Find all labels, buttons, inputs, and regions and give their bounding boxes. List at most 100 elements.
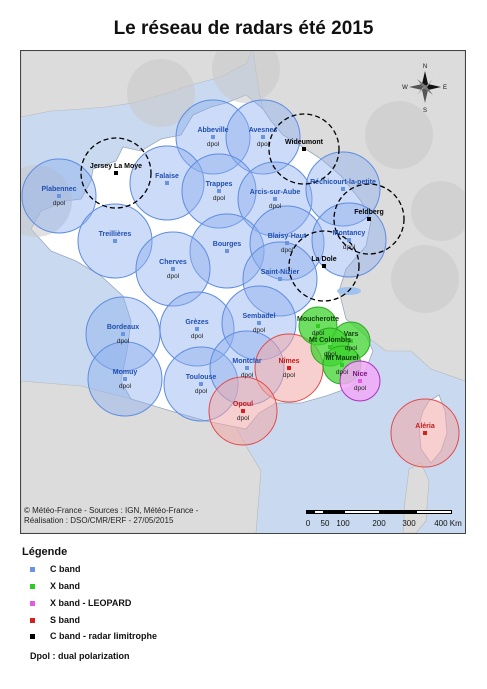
radar-marker-mt-maurel bbox=[340, 363, 344, 367]
radar-label-bordeaux: Bordeaux bbox=[107, 324, 139, 331]
radar-label-la-dole: La Dole bbox=[311, 256, 336, 263]
radar-label-sembadel: Sembadel bbox=[242, 313, 275, 320]
radar-label-abbeville: Abbeville bbox=[197, 127, 228, 134]
radar-label-treilli-res: Treillières bbox=[99, 231, 132, 238]
radar-label-falaise: Falaise bbox=[155, 173, 179, 180]
radar-label-bourges: Bourges bbox=[213, 241, 242, 248]
radar-sub-plabennec: dpol bbox=[53, 200, 66, 207]
radar-label-wideumont: Wideumont bbox=[285, 139, 324, 146]
radar-marker-al-ria bbox=[423, 431, 427, 435]
radar-label-n-mes: Nîmes bbox=[278, 358, 299, 365]
scale-seg-4 bbox=[344, 510, 380, 514]
legend-label: X band - LEOPARD bbox=[50, 598, 132, 608]
compass-n: N bbox=[423, 64, 427, 70]
radar-sub-sembadel: dpol bbox=[253, 327, 266, 334]
radar-marker-arcis-sur-aube bbox=[273, 197, 277, 201]
radar-marker-n-mes bbox=[287, 366, 291, 370]
radar-marker-treilli-res bbox=[113, 239, 117, 243]
radar-label-arcis-sur-aube: Arcis-sur-Aube bbox=[250, 189, 301, 196]
legend-item-x-band: X band bbox=[30, 581, 80, 591]
radar-label-blaisy-haut: Blaisy-Haut bbox=[268, 233, 307, 240]
radar-marker-r-chicourt-la-petite bbox=[341, 187, 345, 191]
radar-marker-bourges bbox=[225, 249, 229, 253]
legend-note: Dpol : dual polarization bbox=[30, 651, 130, 661]
radar-sub-toulouse: dpol bbox=[195, 388, 208, 395]
legend-item-s-band: S band bbox=[30, 615, 80, 625]
radar-label-trappes: Trappes bbox=[206, 181, 233, 188]
legend-item-limitrophe: C band - radar limitrophe bbox=[30, 631, 157, 641]
radar-label-mt-colombis: Mt Colombis bbox=[309, 337, 351, 344]
scale-seg-1 bbox=[306, 510, 314, 514]
radar-marker-moucherotte bbox=[316, 324, 320, 328]
scale-seg-2 bbox=[314, 510, 324, 514]
radar-label-moucherotte: Moucherotte bbox=[297, 316, 339, 323]
radar-sub-gr-zes: dpol bbox=[191, 333, 204, 340]
radar-label-momuy: Momuy bbox=[113, 369, 138, 376]
radar-marker-opoul bbox=[241, 409, 245, 413]
compass-e: E bbox=[443, 85, 447, 91]
radar-marker-toulouse bbox=[199, 382, 203, 386]
radar-label-cherves: Cherves bbox=[159, 259, 187, 266]
coverage-wideumont bbox=[268, 113, 340, 185]
coverage-jersey-la-moye bbox=[80, 137, 152, 209]
radar-marker-abbeville bbox=[211, 135, 215, 139]
legend-label: C band bbox=[50, 564, 81, 574]
credit-line-2: Réalisation : DSO/CMR/ERF - 27/05/2015 bbox=[24, 516, 174, 525]
radar-label-al-ria: Aléria bbox=[415, 423, 435, 430]
scale-tick-300: 300 bbox=[402, 519, 416, 528]
map-credit: © Météo-France - Sources : IGN, Météo-Fr… bbox=[24, 506, 198, 526]
radar-map: Abbeville dpol Avesnes dpol Falaise Plabennec… bbox=[20, 50, 466, 534]
scale-seg-5 bbox=[380, 510, 416, 514]
radar-label-vars: Vars bbox=[344, 331, 359, 338]
radar-sub-vars: dpol bbox=[345, 345, 358, 352]
radar-label-avesnes: Avesnes bbox=[249, 127, 278, 134]
map-title: Le réseau de radars été 2015 bbox=[113, 18, 374, 39]
radar-sub-blaisy-haut: dpol bbox=[281, 247, 294, 254]
radar-sub-mt-maurel: dpol bbox=[336, 369, 349, 376]
radar-marker-saint-nizier bbox=[278, 277, 282, 281]
radar-sub-montclar: dpol bbox=[241, 372, 254, 379]
radar-label-feldberg: Feldberg bbox=[354, 209, 384, 216]
radar-sub-trappes: dpol bbox=[213, 195, 226, 202]
coverage-la-dole bbox=[288, 230, 360, 302]
radar-marker-sembadel bbox=[257, 321, 261, 325]
radar-sub-avesnes: dpol bbox=[257, 141, 270, 148]
radar-label-montancy: Montancy bbox=[333, 230, 366, 237]
coverage-feldberg bbox=[333, 183, 405, 255]
map-svg: Abbeville dpol Avesnes dpol Falaise Plabennec… bbox=[21, 51, 465, 533]
radar-marker-nice bbox=[358, 379, 362, 383]
radar-sub-n-mes: dpol bbox=[283, 372, 296, 379]
radar-label-nice: Nice bbox=[353, 371, 368, 378]
legend-swatch bbox=[30, 634, 35, 640]
scale-tick-100: 100 bbox=[336, 519, 350, 528]
radar-label-plabennec: Plabennec bbox=[41, 186, 76, 193]
legend-item-x-leopard: X band - LEOPARD bbox=[30, 598, 131, 608]
radar-label-mt-maurel: Mt Maurel bbox=[326, 355, 359, 362]
radar-marker-bordeaux bbox=[121, 332, 125, 336]
radar-marker-la-dole bbox=[322, 264, 326, 268]
radar-sub-mt-colombis: dpol bbox=[324, 351, 337, 358]
radar-sub-montancy: dpol bbox=[343, 244, 356, 251]
legend-label: C band - radar limitrophe bbox=[50, 631, 158, 641]
legend-swatch bbox=[30, 618, 35, 624]
compass-s: S bbox=[423, 108, 427, 114]
radar-marker-vars bbox=[349, 339, 353, 343]
radar-marker-trappes bbox=[217, 189, 221, 193]
credit-line-1: © Météo-France - Sources : IGN, Météo-Fr… bbox=[24, 506, 199, 515]
legend-title: Légende bbox=[22, 546, 68, 558]
radar-sub-abbeville: dpol bbox=[207, 141, 220, 148]
legend-swatch bbox=[30, 584, 35, 590]
radar-marker-montclar bbox=[245, 366, 249, 370]
radar-marker-jersey-la-moye bbox=[114, 171, 118, 175]
radar-sub-opoul: dpol bbox=[237, 415, 250, 422]
radar-label-montclar: Montclar bbox=[232, 358, 261, 365]
radar-marker-plabennec bbox=[57, 194, 61, 198]
radar-sub-bordeaux: dpol bbox=[117, 338, 130, 345]
radar-marker-cherves bbox=[171, 267, 175, 271]
legend-swatch bbox=[30, 601, 35, 607]
scale-seg-6 bbox=[416, 510, 452, 514]
radar-marker-feldberg bbox=[367, 217, 371, 221]
radar-marker-blaisy-haut bbox=[285, 241, 289, 245]
radar-label-saint-nizier: Saint-Nizier bbox=[261, 269, 300, 276]
radar-marker-momuy bbox=[123, 377, 127, 381]
